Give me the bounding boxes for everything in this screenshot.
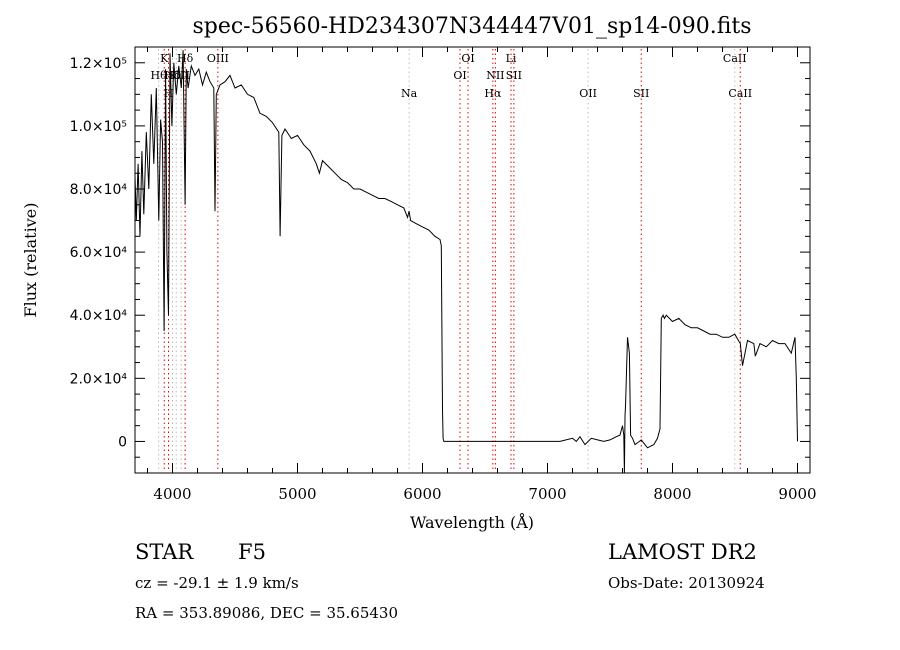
y-tick-label: 2.0×10⁴ bbox=[70, 371, 128, 387]
spectral-line-label: SII bbox=[506, 69, 522, 82]
redshift-value: cz = -29.1 ± 1.9 km/s bbox=[135, 574, 299, 592]
spectral-line-label: OI bbox=[461, 52, 474, 65]
spectral-line-label: Hθ bbox=[151, 69, 168, 82]
spectral-line-label: Hδ bbox=[177, 52, 194, 65]
object-subclass: F5 bbox=[238, 540, 266, 564]
spectral-line-label: Na bbox=[401, 87, 418, 100]
x-tick-label: 9000 bbox=[778, 485, 816, 503]
spectral-line-label: K bbox=[160, 52, 169, 65]
plot-frame bbox=[134, 46, 811, 474]
x-axis-label: Wavelength (Å) bbox=[410, 512, 534, 532]
spectrum-series-line bbox=[134, 50, 798, 474]
spectral-line-label: Li bbox=[506, 52, 517, 65]
observation-date: Obs-Date: 20130924 bbox=[608, 574, 765, 592]
chart-title: spec-56560-HD234307N344447V01_sp14-090.f… bbox=[192, 14, 751, 39]
y-tick-label: 4.0×10⁴ bbox=[70, 308, 128, 324]
x-tick-label: 7000 bbox=[528, 485, 566, 503]
spectral-line-label: CaII bbox=[723, 52, 747, 65]
spectral-line-label: CaII bbox=[728, 87, 752, 100]
spectral-line-label: H bbox=[164, 87, 174, 100]
spectral-line-label: OII bbox=[579, 87, 597, 100]
x-tick-label: 8000 bbox=[653, 485, 691, 503]
y-tick-label: 1.2×10⁵ bbox=[70, 56, 127, 72]
y-tick-label: 0 bbox=[118, 434, 127, 450]
spectral-line-label: Hδ bbox=[164, 69, 181, 82]
coordinates: RA = 353.89086, DEC = 35.65430 bbox=[135, 604, 399, 622]
x-tick-label: 5000 bbox=[278, 485, 316, 503]
spectral-line-label: Hα bbox=[484, 87, 502, 100]
x-tick-label: 6000 bbox=[403, 485, 441, 503]
spectral-line-label: NII bbox=[486, 69, 504, 82]
y-tick-label: 8.0×10⁴ bbox=[70, 182, 128, 198]
object-class: STAR bbox=[135, 540, 194, 564]
spectral-line-label: OIII bbox=[207, 52, 229, 65]
y-tick-label: 6.0×10⁴ bbox=[70, 245, 128, 261]
y-tick-label: 1.0×10⁵ bbox=[70, 119, 127, 135]
spectral-line-label: OI bbox=[453, 69, 466, 82]
axis-ticks: 4000 5000 6000 7000 8000 9000 0 2.0×10⁴ 4.0×10⁴ 6… bbox=[70, 47, 817, 503]
survey-name: LAMOST DR2 bbox=[608, 540, 757, 564]
spectral-line-label: SII bbox=[633, 87, 649, 100]
x-tick-label: 4000 bbox=[153, 485, 191, 503]
y-axis-label: Flux (relative) bbox=[21, 203, 40, 318]
